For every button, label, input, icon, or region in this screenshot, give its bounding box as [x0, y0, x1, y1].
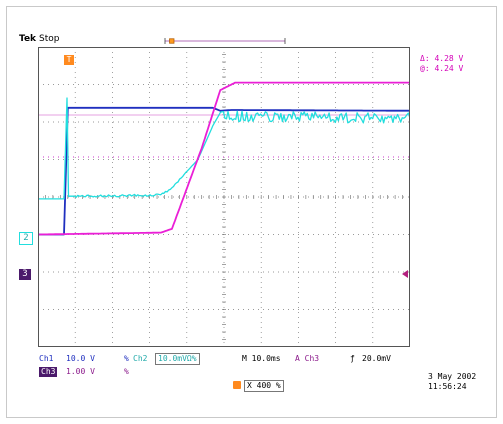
ch1-label: Ch1: [39, 354, 53, 364]
ch3-label: Ch3: [39, 367, 57, 377]
ch2-scale-value: 10.0mV: [158, 354, 187, 363]
ch3-scale: 1.00 V: [66, 367, 95, 377]
horizontal-position: X 400 %: [244, 380, 284, 392]
waveform-display: [38, 47, 410, 347]
brand-label: Tek Stop: [19, 34, 60, 44]
trigger-position-icon: [233, 381, 241, 389]
acquisition-state: Stop: [39, 34, 59, 44]
cursor-position-readout: @: 4.24 V: [420, 64, 463, 74]
ch2-ground-marker[interactable]: 2: [19, 232, 33, 245]
trigger-level-marker[interactable]: [402, 270, 408, 278]
ch3-ground-marker[interactable]: 3: [19, 269, 31, 280]
trigger-source: A Ch3: [295, 354, 319, 364]
trigger-position-marker[interactable]: T: [64, 55, 74, 65]
time-base: M 10.0ms: [242, 354, 281, 364]
time-readout: 11:56:24: [428, 382, 467, 392]
ch1-scale: 10.0 V: [66, 354, 95, 364]
ch1-trace: [38, 108, 410, 235]
ch2-unit: Ω%: [187, 354, 197, 363]
date-readout: 3 May 2002: [428, 372, 476, 382]
ch2-trace: [38, 98, 410, 199]
ch2-label: Ch2: [133, 354, 147, 364]
record-position-bar: [145, 38, 305, 44]
trigger-level: 20.0mV: [362, 354, 391, 364]
trigger-slope-icon: ƒ: [350, 354, 355, 364]
ch3-coupling: %: [124, 367, 129, 377]
brand-name: Tek: [19, 34, 36, 44]
ch1-coupling: %: [124, 354, 129, 364]
cursor-delta-readout: Δ: 4.28 V: [420, 54, 463, 64]
ch2-scale: 10.0mVΩ%: [155, 353, 200, 365]
